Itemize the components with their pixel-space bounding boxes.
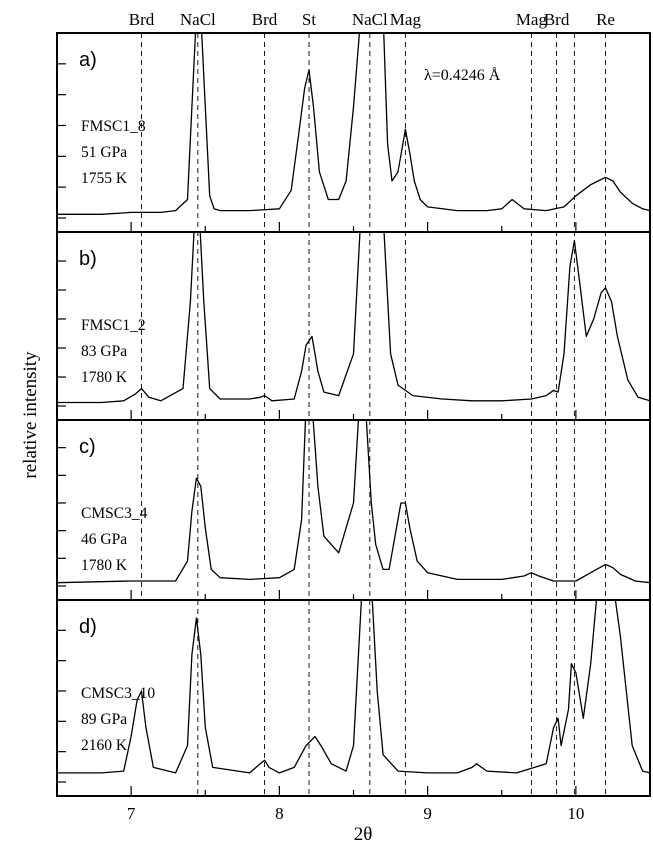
panel-annotations: a) FMSC1_8 51 GPa 1755 K b) FMSC1_2 83 GPa 1780… [79,49,155,754]
pressure-label: 46 GPa [81,531,127,548]
diffraction-trace-a [57,33,650,215]
y-axis-label: relative intensity [20,351,41,479]
phase-label-brd: Brd [252,10,278,29]
phase-label-nacl: NaCl [180,10,216,29]
sample-name: FMSC1_8 [81,118,146,135]
temperature-label: 1755 K [81,170,128,187]
diffraction-trace-c [57,420,650,584]
sample-name: CMSC3_10 [81,685,155,702]
temperature-label: 2160 K [81,737,128,754]
phase-label-re: Re [596,10,615,29]
temperature-label: 1780 K [81,369,128,386]
phase-label-brd: Brd [544,10,570,29]
phase-label-nacl: NaCl [352,10,388,29]
x-tick-label: 9 [423,804,432,823]
x-axis-label: 2θ [354,824,373,845]
phase-label-mag: Mag [390,10,422,29]
panel-tag: c) [79,436,96,458]
phase-label-st: St [302,10,316,29]
panel-frame-b [56,231,651,421]
axis-ticks [56,63,651,796]
x-tick-labels: 7 8 9 10 [127,804,585,823]
sample-name: FMSC1_2 [81,317,146,334]
phase-marker-lines [141,33,606,796]
wavelength-annotation: λ=0.4246 Å [424,66,501,84]
phase-label-mag: Mag [516,10,548,29]
panel-tag: a) [79,49,97,71]
diffraction-trace-b [57,232,650,404]
temperature-label: 1780 K [81,557,128,574]
panel-tag: d) [79,616,97,638]
x-tick-label: 10 [567,804,584,823]
pressure-label: 89 GPa [81,711,127,728]
diffraction-traces [57,33,650,774]
sample-name: CMSC3_4 [81,505,148,522]
phase-label-brd: Brd [129,10,155,29]
panel-tag: b) [79,248,97,270]
pressure-label: 83 GPa [81,343,127,360]
panel-frame-a [56,32,651,233]
x-tick-label: 7 [127,804,136,823]
diffraction-trace-d [57,600,650,774]
pressure-label: 51 GPa [81,144,127,161]
x-tick-label: 8 [275,804,284,823]
